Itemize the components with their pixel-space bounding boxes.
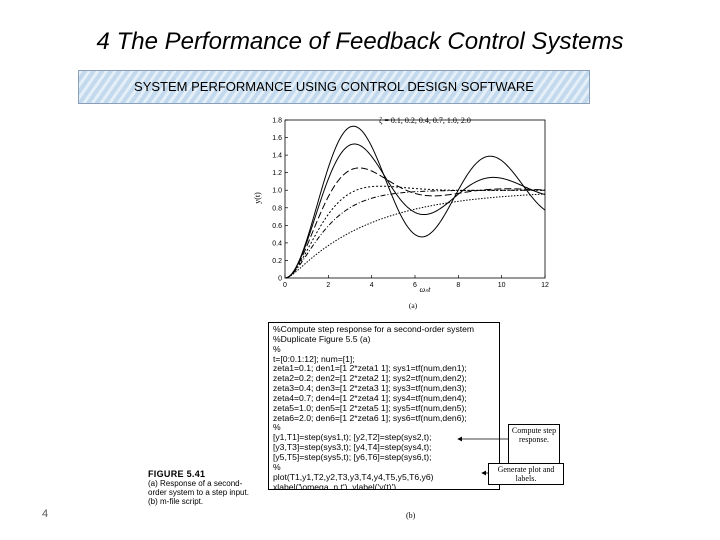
code-line: zeta3=0.4; den3=[1 2*zeta3 1]; sys3=tf(n… <box>273 383 467 394</box>
y-tick-label: 0.8 <box>272 205 282 212</box>
chart-y-axis-label: y(t) <box>253 192 262 204</box>
x-tick-label: 12 <box>541 282 549 289</box>
code-line: % <box>273 461 281 472</box>
y-tick-label: 1.4 <box>272 153 282 160</box>
chart-x-axis-label: ωₙt <box>419 285 431 294</box>
chart-title: ζ = 0.1, 0.2, 0.4, 0.7, 1.0, 2.0 <box>379 116 471 125</box>
series-line-zeta-1 <box>284 189 545 279</box>
x-tick-label: 2 <box>326 282 330 289</box>
y-tick-label: 0 <box>278 276 282 283</box>
x-tick-label: 8 <box>456 282 460 289</box>
code-line: %Compute step response for a second-orde… <box>273 324 475 334</box>
code-line: %Duplicate Figure 5.5 (a) <box>273 333 371 344</box>
code-line: [y1,T1]=step(sys1,t); [y2,T2]=step(sys2,… <box>273 432 432 443</box>
y-tick-label: 0.2 <box>272 258 282 265</box>
code-line: % <box>273 343 281 354</box>
code-line: t=[0:0.1:12]; num=[1]; <box>273 353 355 364</box>
code-line: xlabel('\omega_n t'), ylabel('y(t)') <box>273 481 397 490</box>
step-response-chart: 0 2 4 6 8 10 12 0 0.2 0.4 0.6 0.8 1.0 1.2 1.4 1.6 1.8 ζ … <box>253 116 549 310</box>
y-tick-label: 0.6 <box>272 223 282 230</box>
series-line-zeta-2 <box>284 193 546 279</box>
x-tick-label: 0 <box>283 282 287 289</box>
y-tick-label: 1.0 <box>272 188 282 195</box>
m-file-script-box: %Compute step response for a second-orde… <box>268 322 500 490</box>
series-line-zeta-0-2 <box>284 143 546 279</box>
x-tick-label: 4 <box>370 282 374 289</box>
y-tick-label: 0.4 <box>272 240 282 247</box>
code-line: zeta1=0.1; den1=[1 2*zeta1 1]; sys1=tf(n… <box>273 363 467 374</box>
code-sublabel: (b) <box>406 511 416 520</box>
series-line-zeta-0-4 <box>284 167 546 279</box>
figure-caption: FIGURE 5.41 (a) Response of a second-ord… <box>148 469 258 507</box>
x-tick-label: 6 <box>413 282 417 289</box>
code-line: [y3,T3]=step(sys3,t); [y4,T4]=step(sys4,… <box>273 442 432 453</box>
y-tick-label: 1.8 <box>272 118 282 125</box>
section-banner: SYSTEM PERFORMANCE USING CONTROL DESIGN … <box>78 70 590 104</box>
compute-callout: Compute step response. <box>508 424 560 464</box>
slide-title: 4 The Performance of Feedback Control Sy… <box>96 28 624 55</box>
page-number: 4 <box>42 508 49 520</box>
y-tick-label: 1.2 <box>272 170 282 177</box>
code-line: zeta4=0.7; den4=[1 2*zeta4 1]; sys4=tf(n… <box>273 392 467 403</box>
code-line: zeta5=1.0; den5=[1 2*zeta5 1]; sys5=tf(n… <box>273 402 467 413</box>
series-line-zeta-0-1 <box>284 125 546 279</box>
y-tick-label: 1.6 <box>272 135 282 142</box>
x-tick-label: 10 <box>498 282 506 289</box>
chart-sublabel: (a) <box>409 301 418 310</box>
code-line: [y5,T5]=step(sys5,t); [y6,T6]=step(sys6,… <box>273 451 432 462</box>
figure-caption-text: (a) Response of a second-order system to… <box>148 479 249 506</box>
code-line: % <box>273 422 281 433</box>
code-line: zeta6=2.0; den6=[1 2*zeta6 1]; sys6=tf(n… <box>273 412 467 423</box>
chart-curves <box>284 125 546 279</box>
figure-caption-heading: FIGURE 5.41 <box>148 469 206 479</box>
code-line: plot(T1,y1,T2,y2,T3,y3,T4,y4,T5,y5,T6,y6… <box>273 471 434 482</box>
code-line: zeta2=0.2; den2=[1 2*zeta2 1]; sys2=tf(n… <box>273 373 467 384</box>
generate-callout: Generate plot and labels. <box>488 463 564 485</box>
